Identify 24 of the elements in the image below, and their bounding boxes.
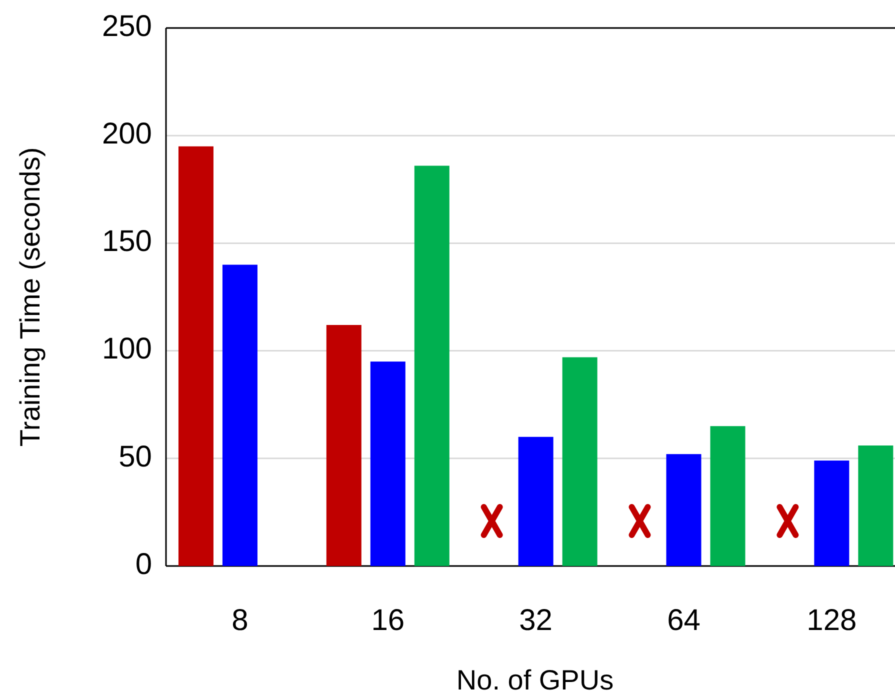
y-tick-label: 50 [118, 440, 152, 474]
bar [414, 166, 450, 566]
y-tick-label: 150 [102, 225, 152, 258]
x-tick-label: 16 [371, 604, 405, 637]
bar [326, 324, 362, 566]
y-tick-label: 250 [102, 10, 152, 43]
bar [222, 264, 258, 566]
x-axis-title: No. of GPUs [456, 664, 614, 694]
bar [562, 357, 598, 566]
y-tick-label: 0 [135, 548, 152, 581]
bar [710, 426, 746, 566]
bar [666, 454, 702, 566]
x-tick-label: 64 [667, 604, 700, 637]
bar [518, 436, 554, 566]
x-tick-label: 8 [232, 604, 248, 637]
bar [814, 460, 850, 566]
x-tick-label: 128 [806, 604, 857, 637]
y-tick-label: 100 [102, 332, 152, 366]
bar [178, 146, 214, 566]
y-tick-label: 200 [102, 118, 152, 151]
bar [370, 362, 406, 566]
x-tick-label: 32 [519, 604, 553, 637]
bar [858, 445, 894, 566]
y-axis-title: Training Time (seconds) [14, 147, 46, 447]
